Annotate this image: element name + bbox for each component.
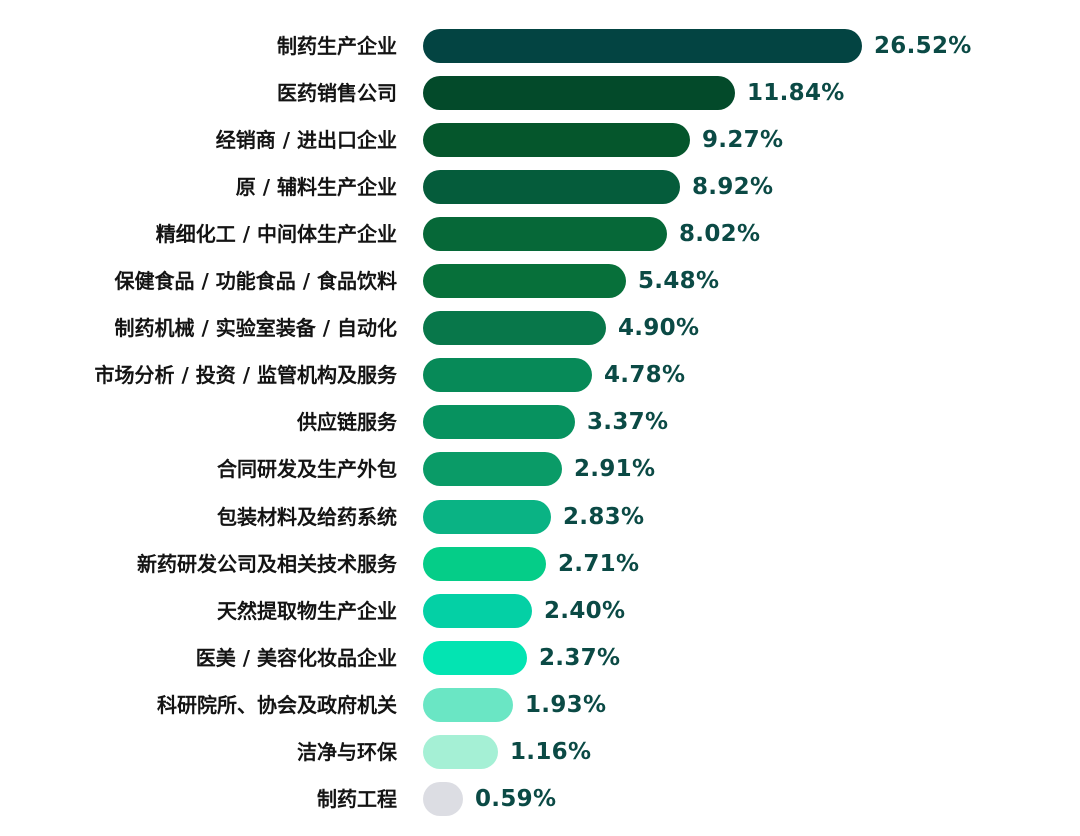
value-label: 1.93% (525, 691, 607, 718)
value-label: 0.59% (475, 785, 557, 812)
category-label: 经销商 / 进出口企业 (215, 128, 397, 153)
bar (423, 781, 463, 816)
value-label: 8.92% (692, 174, 774, 201)
value-label: 2.71% (558, 550, 640, 577)
bar (423, 405, 575, 440)
bar (423, 358, 592, 393)
bar (423, 123, 690, 158)
bar (423, 76, 735, 111)
bar-row: 保健食品 / 功能食品 / 食品饮料 5.48% (0, 264, 1080, 299)
value-label: 2.83% (563, 503, 645, 530)
category-label: 科研院所、协会及政府机关 (157, 692, 397, 717)
bar (423, 593, 532, 628)
bar-row: 精细化工 / 中间体生产企业 8.02% (0, 217, 1080, 252)
bar-row: 供应链服务 3.37% (0, 405, 1080, 440)
bar (423, 452, 562, 487)
category-label: 洁净与环保 (297, 739, 397, 764)
value-label: 4.90% (618, 315, 700, 342)
bar (423, 170, 680, 205)
bar (423, 311, 606, 346)
category-label: 天然提取物生产企业 (217, 598, 397, 623)
category-label: 原 / 辅料生产企业 (235, 175, 397, 200)
value-label: 1.16% (510, 738, 592, 765)
bar (423, 687, 513, 722)
value-label: 2.40% (544, 597, 626, 624)
bar (423, 640, 527, 675)
category-label: 包装材料及给药系统 (217, 504, 397, 529)
bar (423, 29, 862, 63)
category-label: 市场分析 / 投资 / 监管机构及服务 (94, 363, 397, 388)
bar-row: 制药工程 0.59% (0, 781, 1080, 816)
value-label: 5.48% (638, 268, 720, 295)
value-label: 2.37% (539, 644, 621, 671)
category-label: 制药工程 (317, 786, 397, 811)
category-label: 制药生产企业 (277, 34, 397, 58)
bar-row: 市场分析 / 投资 / 监管机构及服务 4.78% (0, 358, 1080, 393)
value-label: 9.27% (702, 127, 784, 154)
bar (423, 217, 667, 252)
value-label: 8.02% (679, 221, 761, 248)
category-label: 精细化工 / 中间体生产企业 (155, 222, 397, 247)
bar-row: 合同研发及生产外包 2.91% (0, 452, 1080, 487)
bar-row: 原 / 辅料生产企业 8.92% (0, 170, 1080, 205)
value-label: 2.91% (574, 456, 656, 483)
bar (423, 546, 546, 581)
bar-row: 经销商 / 进出口企业 9.27% (0, 123, 1080, 158)
value-label: 11.84% (747, 80, 845, 107)
bar-row: 医药销售公司 11.84% (0, 76, 1080, 111)
category-label: 医药销售公司 (277, 81, 397, 106)
value-label: 26.52% (874, 33, 972, 59)
bar-row: 医美 / 美容化妆品企业 2.37% (0, 640, 1080, 675)
bar-row: 洁净与环保 1.16% (0, 734, 1080, 769)
category-label: 供应链服务 (297, 410, 397, 435)
bar (423, 499, 551, 534)
category-label: 保健食品 / 功能食品 / 食品饮料 (114, 269, 397, 294)
bar-row: 科研院所、协会及政府机关 1.93% (0, 687, 1080, 722)
bar-row: 制药机械 / 实验室装备 / 自动化 4.90% (0, 311, 1080, 346)
category-label: 制药机械 / 实验室装备 / 自动化 (114, 316, 397, 341)
category-label: 新药研发公司及相关技术服务 (137, 551, 397, 576)
bar-row: 新药研发公司及相关技术服务 2.71% (0, 546, 1080, 581)
bar-row: 天然提取物生产企业 2.40% (0, 593, 1080, 628)
bar-row: 制药生产企业 26.52% (0, 29, 1080, 63)
bar (423, 264, 626, 299)
category-label: 合同研发及生产外包 (217, 457, 397, 482)
bar (423, 734, 498, 769)
bar-row: 包装材料及给药系统 2.83% (0, 499, 1080, 534)
value-label: 3.37% (587, 409, 669, 436)
value-label: 4.78% (604, 362, 686, 389)
category-label: 医美 / 美容化妆品企业 (195, 645, 397, 670)
